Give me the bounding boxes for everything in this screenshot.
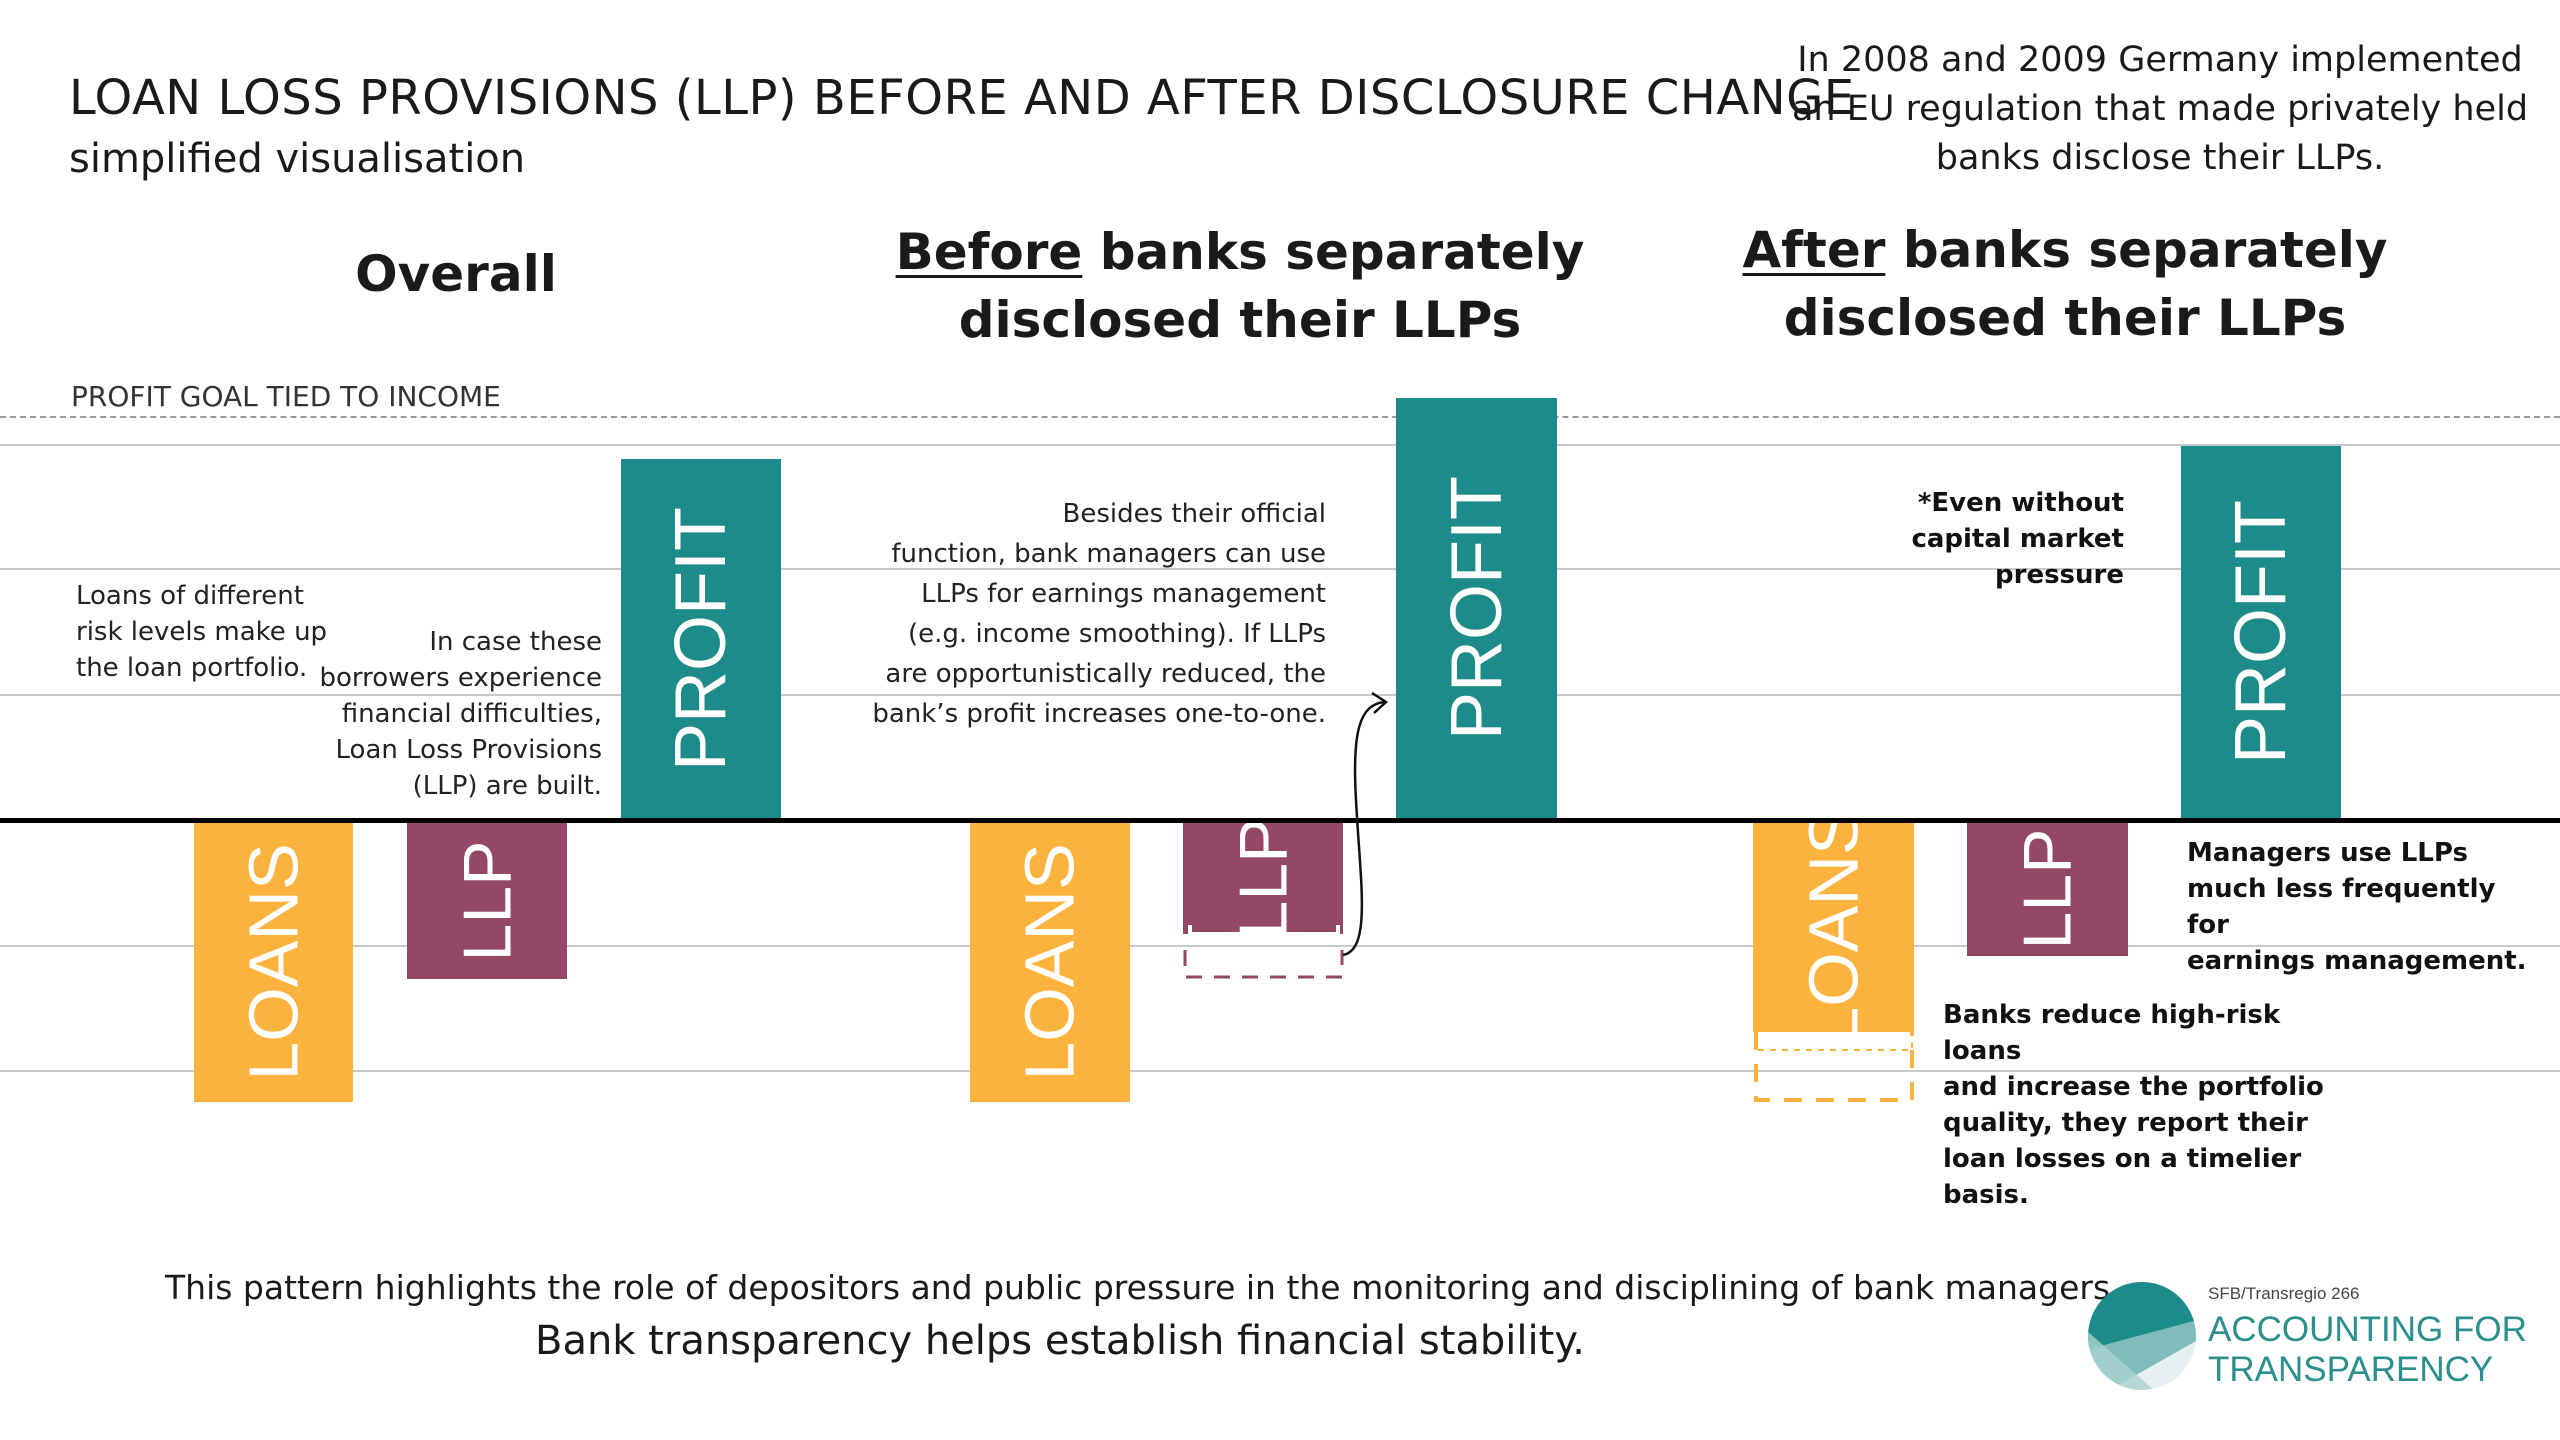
bar-loans-after: LOANS — [1753, 822, 1914, 1032]
profit-goal-line — [0, 416, 2560, 418]
llp-to-profit-arrow — [1342, 700, 1385, 957]
gridline — [0, 444, 2560, 446]
gridline — [0, 945, 2560, 947]
logo-program-label: SFB/Transregio 266 — [2208, 1284, 2360, 1303]
gridline — [0, 568, 2560, 570]
bar-profit-overall: PROFIT — [621, 459, 781, 818]
note-loans-portfolio: Loans of different risk levels make up t… — [76, 581, 328, 683]
llp-reduction-bracket — [1188, 925, 1340, 936]
footer-conclusion: Bank transparency helps establish financ… — [535, 1318, 1585, 1364]
zero-baseline — [0, 818, 2560, 823]
panel-title-after: After banks separately disclosed their L… — [1742, 221, 2388, 347]
bar-profit-after: PROFIT — [2181, 446, 2341, 818]
bar-loans-before: LOANS — [970, 822, 1130, 1102]
panel-title-before: Before banks separately disclosed their … — [895, 223, 1585, 349]
bar-loans-overall: LOANS — [194, 822, 353, 1102]
context-note: In 2008 and 2009 Germany implemented an … — [1791, 40, 2529, 178]
logo-wordmark: ACCOUNTING FOR TRANSPARENCY — [2208, 1310, 2527, 1389]
panel-title-after-emphasis: After — [1742, 221, 1886, 279]
bar-llp-before: LLP — [1183, 822, 1343, 934]
panel-title-before-emphasis: Before — [895, 223, 1083, 281]
note-llp-built: In case these borrowers experience finan… — [319, 627, 602, 801]
panel-title-overall: Overall — [355, 245, 557, 303]
note-banks-reduce: Banks reduce high-risk loans and increas… — [1943, 1000, 2324, 1210]
page-title: LOAN LOSS PROVISIONS (LLP) BEFORE AND AF… — [69, 70, 1855, 126]
bar-llp-after: LLP — [1967, 822, 2128, 956]
bar-profit-before: PROFIT — [1396, 398, 1557, 818]
footer-pattern-text: This pattern highlights the role of depo… — [165, 1268, 2121, 1307]
gridline — [0, 694, 2560, 696]
note-even-without: *Even without capital market pressure — [1911, 488, 2124, 590]
logo-mark-icon — [2088, 1282, 2196, 1390]
profit-goal-label: PROFIT GOAL TIED TO INCOME — [65, 380, 507, 413]
loans-reduction-dashed-outline — [1754, 1032, 1914, 1102]
arrow-head-icon — [1371, 691, 1389, 714]
note-earnings-management: Besides their official function, bank ma… — [872, 499, 1326, 729]
bar-llp-overall: LLP — [407, 822, 567, 979]
loans-reduction-marker — [1755, 1040, 1913, 1051]
page-subtitle: simplified visualisation — [69, 136, 526, 182]
note-managers-use: Managers use LLPs much less frequently f… — [2187, 838, 2527, 976]
gridline — [0, 1070, 2560, 1072]
llp-reduction-dashed-outline — [1183, 950, 1344, 979]
